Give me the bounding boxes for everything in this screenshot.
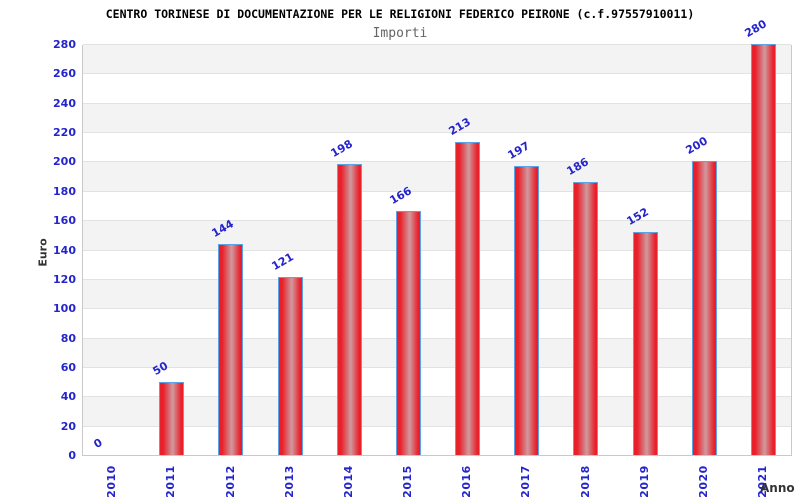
y-tick-label: 100 [53,302,76,316]
y-tick-label: 260 [53,67,76,81]
x-tick-label: 2013 [282,464,296,498]
bar [336,164,362,455]
plot-area: 0 50 144 121 198 166 213 197 186 152 200 280 [82,17,792,456]
bar [395,211,421,455]
y-tick-label: 60 [60,360,76,374]
bar [277,277,303,455]
grid-band [83,161,791,191]
grid-band [83,366,791,397]
grid-band [83,425,791,455]
y-tick-label: 40 [60,390,76,404]
bar [691,161,717,455]
y-tick-label: 140 [53,243,76,257]
x-tick-label: 2017 [519,464,533,498]
grid-band [83,337,791,367]
chart-title: CENTRO TORINESE DI DOCUMENTAZIONE PER LE… [105,7,695,21]
bar [218,243,244,455]
bar [159,381,185,455]
grid-band [83,396,791,426]
x-tick-label: 2011 [164,464,178,498]
bar [514,165,540,455]
bar [632,231,658,455]
x-tick-label: 2020 [696,464,710,498]
y-tick-label: 20 [60,419,76,433]
y-axis-title: Euro [36,237,50,267]
grid-band [83,190,791,221]
grid-band [83,308,791,338]
x-tick-label: 2012 [223,464,237,498]
grid-band [83,102,791,133]
grid-band [83,220,791,250]
grid-band [83,132,791,162]
y-tick-label: 120 [53,272,76,286]
x-tick-label: 2019 [637,464,651,498]
grid-band [83,249,791,279]
bar [455,142,481,455]
bar [573,181,599,455]
bar [750,44,776,455]
y-tick-label: 180 [53,184,76,198]
y-tick-label: 200 [53,155,76,169]
y-tick-label: 280 [53,38,76,51]
y-tick-label: 0 [68,449,76,462]
grid-band [83,73,791,103]
grid-band [83,278,791,309]
x-tick-label: 2014 [341,464,355,498]
grid-band [83,44,791,74]
y-tick-label: 240 [53,96,76,110]
x-tick-label: 2010 [105,464,119,498]
x-tick-label: 2016 [460,464,474,498]
x-axis-title: Anno [760,481,795,495]
chart-subtitle: Importi [372,26,428,41]
y-tick-label: 160 [53,214,76,228]
y-tick-label: 220 [53,126,76,140]
y-tick-label: 80 [60,331,76,345]
x-tick-label: 2015 [400,464,414,498]
x-tick-label: 2018 [578,464,592,498]
